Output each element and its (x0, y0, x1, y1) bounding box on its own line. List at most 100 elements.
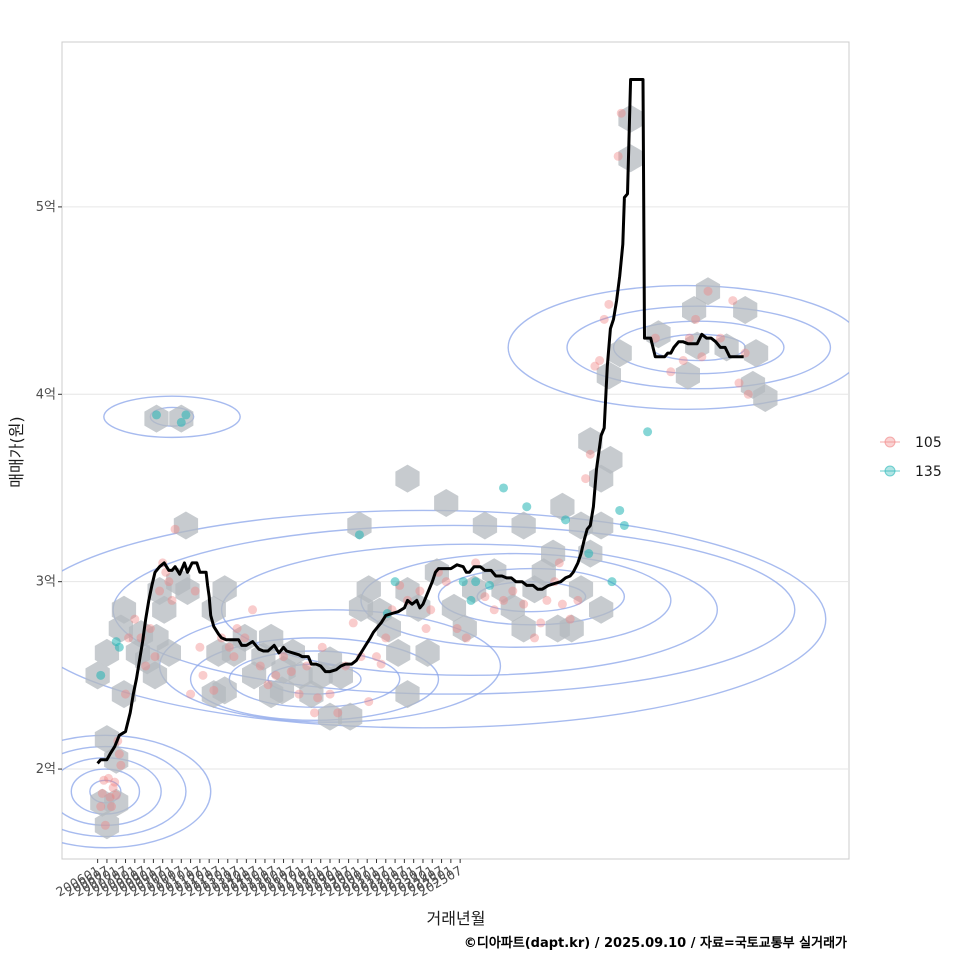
hexbin-cell (441, 593, 467, 622)
data-point-105 (248, 605, 258, 615)
hexbin-cell (753, 384, 778, 412)
data-point-105 (734, 378, 744, 388)
hexbin-cell (94, 638, 120, 667)
data-point-135 (471, 577, 481, 587)
data-point-135 (458, 577, 468, 587)
y-axis-title: 매매가(원) (7, 416, 26, 487)
hexbin-cell (173, 511, 199, 540)
data-point-105 (421, 624, 431, 634)
data-point-105 (666, 367, 676, 377)
data-point-105 (310, 708, 320, 718)
data-point-135 (390, 577, 400, 587)
y-tick-label: 2억 (36, 762, 56, 777)
data-point-105 (333, 708, 343, 718)
hexbin-cell (232, 623, 257, 652)
hexbin-cell (675, 361, 700, 390)
data-point-135 (584, 549, 594, 559)
data-point-105 (703, 286, 713, 296)
legend-label-135: 135 (915, 464, 942, 480)
data-point-105 (585, 449, 595, 459)
data-point-135 (485, 580, 495, 590)
data-point-105 (599, 314, 609, 324)
legend-label-105: 105 (915, 435, 942, 451)
y-tick-label: 5억 (36, 200, 56, 215)
data-point-105 (141, 661, 151, 671)
data-point-105 (471, 558, 481, 568)
data-point-105 (167, 595, 177, 605)
data-point-105 (263, 680, 273, 690)
data-point-105 (678, 356, 688, 366)
data-point-105 (508, 586, 518, 596)
data-point-105 (145, 624, 155, 634)
data-point-105 (325, 689, 335, 699)
data-point-105 (116, 760, 126, 770)
data-point-105 (190, 586, 200, 596)
data-point-135 (615, 505, 625, 515)
data-point-105 (155, 586, 165, 596)
data-point-105 (317, 642, 327, 652)
hexbin-cell (212, 676, 237, 705)
y-axis-ticks: 2억 3억 4억 5억 (36, 200, 62, 777)
legend-key-105-icon (884, 436, 896, 448)
hexbin-cell (607, 339, 632, 368)
hexbin-cell (589, 511, 614, 540)
hexbin-cell (395, 464, 420, 493)
hexbin-cell (386, 638, 411, 667)
hexbin-cell (94, 725, 120, 754)
hexbin-cell (317, 702, 343, 731)
data-point-105 (595, 356, 605, 366)
data-point-105 (99, 775, 109, 785)
data-point-105 (519, 599, 529, 609)
hexbin-cell (596, 361, 621, 390)
hexbin-cell (462, 575, 487, 604)
data-point-105 (426, 605, 436, 615)
data-point-105 (198, 670, 208, 680)
hexbin-cell (288, 661, 313, 690)
data-point-105 (441, 577, 451, 587)
data-point-135 (152, 410, 162, 420)
data-point-135 (607, 577, 617, 587)
hexbin-cell (733, 296, 758, 324)
data-point-105 (415, 586, 425, 596)
plot-panel (61, 41, 850, 860)
data-point-105 (536, 618, 546, 628)
hexbin-cell (104, 788, 129, 817)
source-caption: ©디아파트(dapt.kr) / 2025.09.10 / 자료=국토교통부 실… (464, 935, 847, 951)
data-point-105 (96, 802, 106, 812)
data-point-135 (643, 427, 653, 437)
legend: 105 135 (880, 435, 942, 480)
hexbin-cell (395, 680, 420, 709)
data-point-105 (111, 790, 121, 800)
data-point-105 (124, 633, 134, 643)
hexbin-cell (500, 593, 525, 622)
data-point-105 (499, 595, 509, 605)
data-point-105 (542, 595, 552, 605)
hexbin-cell (578, 427, 603, 456)
data-point-105 (573, 595, 583, 605)
data-point-105 (604, 299, 614, 309)
data-point-105 (554, 558, 564, 568)
trend-line (96, 78, 744, 765)
data-point-105 (691, 314, 701, 324)
data-point-105 (164, 577, 174, 587)
hexbin-cell (682, 296, 707, 324)
data-point-105 (743, 389, 753, 399)
hexbin-cell (541, 539, 566, 568)
data-point-105 (97, 788, 107, 798)
legend-key-135-icon (884, 465, 896, 477)
data-point-105 (313, 693, 323, 703)
data-point-105 (581, 474, 591, 484)
data-point-105 (294, 689, 304, 699)
hexbin-cell (269, 676, 295, 705)
data-point-105 (590, 361, 600, 371)
data-point-135 (181, 410, 191, 420)
data-point-105 (376, 659, 386, 669)
hexbin-cell (559, 614, 584, 643)
data-point-135 (619, 520, 629, 530)
data-point-105 (229, 652, 239, 662)
data-point-105 (480, 592, 490, 602)
hexbin-cell (743, 339, 769, 368)
data-point-105 (240, 633, 250, 643)
data-point-105 (224, 642, 234, 652)
